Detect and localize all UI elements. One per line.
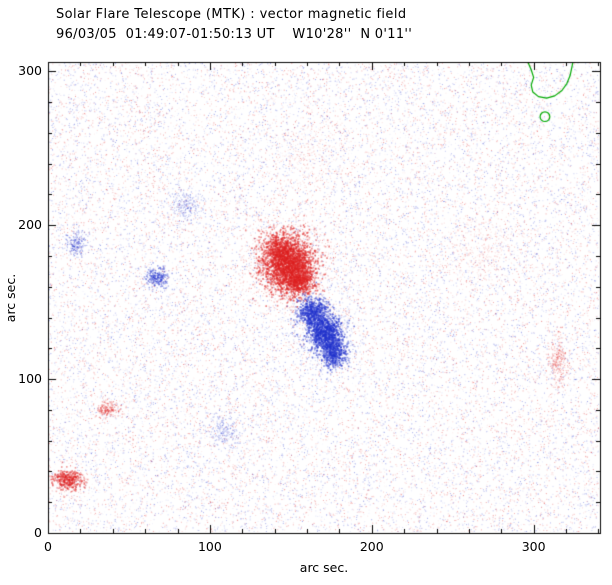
chart-title: Solar Flare Telescope (MTK) : vector mag…	[56, 7, 407, 22]
chart-subtitle: 96/03/05 01:49:07-01:50:13 UT W10'28'' N…	[56, 27, 413, 42]
